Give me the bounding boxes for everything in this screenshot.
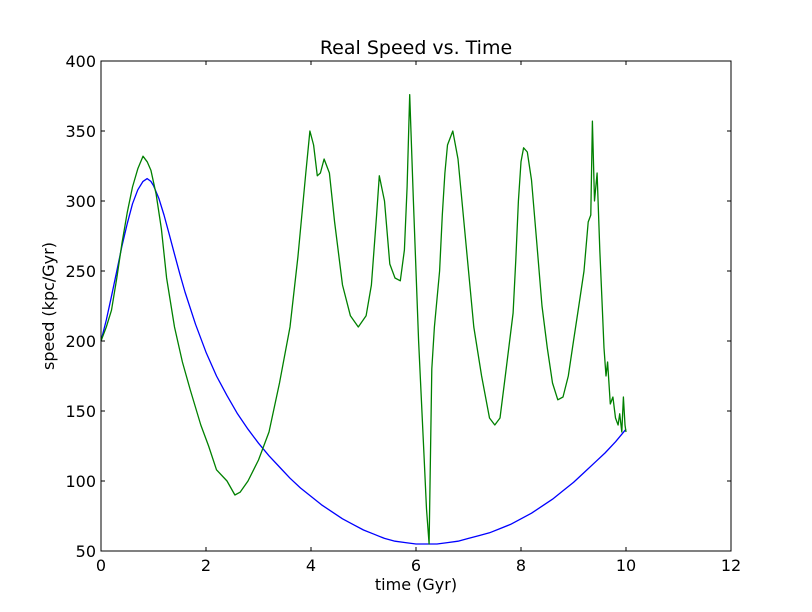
y-tick-label: 200 bbox=[65, 332, 96, 351]
x-tick-label: 0 bbox=[96, 556, 106, 575]
y-tick-label: 100 bbox=[65, 472, 96, 491]
series-line-2 bbox=[100, 93, 627, 545]
x-tick-label: 2 bbox=[201, 556, 211, 575]
x-tick-label: 6 bbox=[411, 556, 421, 575]
x-tick-label: 8 bbox=[516, 556, 526, 575]
x-tick-label: 12 bbox=[721, 556, 741, 575]
x-tick-label: 4 bbox=[306, 556, 316, 575]
y-tick-label: 400 bbox=[65, 52, 96, 71]
x-axis-label: time (Gyr) bbox=[375, 575, 457, 594]
y-tick-label: 350 bbox=[65, 122, 96, 141]
y-tick-label: 50 bbox=[76, 542, 96, 561]
y-tick-label: 250 bbox=[65, 262, 96, 281]
y-tick-label: 300 bbox=[65, 192, 96, 211]
chart-title: Real Speed vs. Time bbox=[320, 37, 512, 59]
y-axis-label: speed (kpc/Gyr) bbox=[39, 242, 58, 370]
series-layer bbox=[100, 93, 627, 545]
x-tick-label: 10 bbox=[616, 556, 636, 575]
series-line-1 bbox=[100, 177, 627, 545]
ticks-layer: 0 2 4 6 8 10 12 50 100 150 200 250 300 350 400 bbox=[65, 52, 741, 575]
y-tick-label: 150 bbox=[65, 402, 96, 421]
